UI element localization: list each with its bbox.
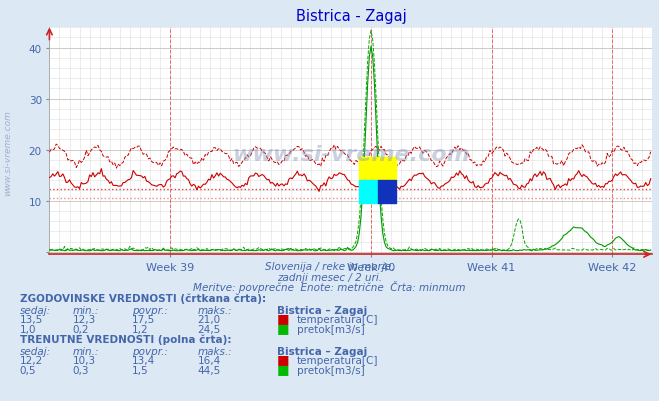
Text: 0,2: 0,2 bbox=[72, 324, 89, 334]
Text: Bistrica – Zagaj: Bistrica – Zagaj bbox=[277, 346, 367, 356]
Text: 24,5: 24,5 bbox=[198, 324, 221, 334]
Text: temperatura[C]: temperatura[C] bbox=[297, 355, 378, 365]
Text: pretok[m3/s]: pretok[m3/s] bbox=[297, 324, 364, 334]
Text: 44,5: 44,5 bbox=[198, 365, 221, 375]
Text: min.:: min.: bbox=[72, 305, 99, 315]
Text: povpr.:: povpr.: bbox=[132, 305, 167, 315]
Text: 13,4: 13,4 bbox=[132, 355, 155, 365]
Text: ZGODOVINSKE VREDNOSTI (črtkana črta):: ZGODOVINSKE VREDNOSTI (črtkana črta): bbox=[20, 293, 266, 304]
Text: 0,3: 0,3 bbox=[72, 365, 89, 375]
Text: ■: ■ bbox=[277, 352, 289, 365]
Text: sedaj:: sedaj: bbox=[20, 305, 51, 315]
Text: TRENUTNE VREDNOSTI (polna črta):: TRENUTNE VREDNOSTI (polna črta): bbox=[20, 334, 231, 344]
Text: temperatura[C]: temperatura[C] bbox=[297, 314, 378, 324]
Text: 21,0: 21,0 bbox=[198, 314, 221, 324]
Text: ■: ■ bbox=[277, 362, 289, 375]
Text: 10,3: 10,3 bbox=[72, 355, 96, 365]
Text: maks.:: maks.: bbox=[198, 305, 233, 315]
Text: min.:: min.: bbox=[72, 346, 99, 356]
Title: Bistrica - Zagaj: Bistrica - Zagaj bbox=[295, 9, 407, 24]
Text: 0,5: 0,5 bbox=[20, 365, 36, 375]
Text: Meritve: povprečne  Enote: metrične  Črta: minmum: Meritve: povprečne Enote: metrične Črta:… bbox=[193, 280, 466, 292]
Text: ■: ■ bbox=[277, 312, 289, 324]
Text: ■: ■ bbox=[277, 321, 289, 334]
Text: 1,2: 1,2 bbox=[132, 324, 148, 334]
Text: 1,5: 1,5 bbox=[132, 365, 148, 375]
Text: sedaj:: sedaj: bbox=[20, 346, 51, 356]
Text: 13,5: 13,5 bbox=[20, 314, 43, 324]
Text: www.si-vreme.com: www.si-vreme.com bbox=[3, 109, 13, 195]
Text: www.si-vreme.com: www.si-vreme.com bbox=[232, 145, 470, 165]
Text: pretok[m3/s]: pretok[m3/s] bbox=[297, 365, 364, 375]
Text: 16,4: 16,4 bbox=[198, 355, 221, 365]
Text: maks.:: maks.: bbox=[198, 346, 233, 356]
Text: 12,3: 12,3 bbox=[72, 314, 96, 324]
Text: 12,2: 12,2 bbox=[20, 355, 43, 365]
Text: 1,0: 1,0 bbox=[20, 324, 36, 334]
Text: 17,5: 17,5 bbox=[132, 314, 155, 324]
Text: Slovenija / reke in morje.: Slovenija / reke in morje. bbox=[265, 261, 394, 271]
Text: zadnji mesec / 2 uri.: zadnji mesec / 2 uri. bbox=[277, 272, 382, 282]
Text: povpr.:: povpr.: bbox=[132, 346, 167, 356]
Text: Bistrica – Zagaj: Bistrica – Zagaj bbox=[277, 305, 367, 315]
